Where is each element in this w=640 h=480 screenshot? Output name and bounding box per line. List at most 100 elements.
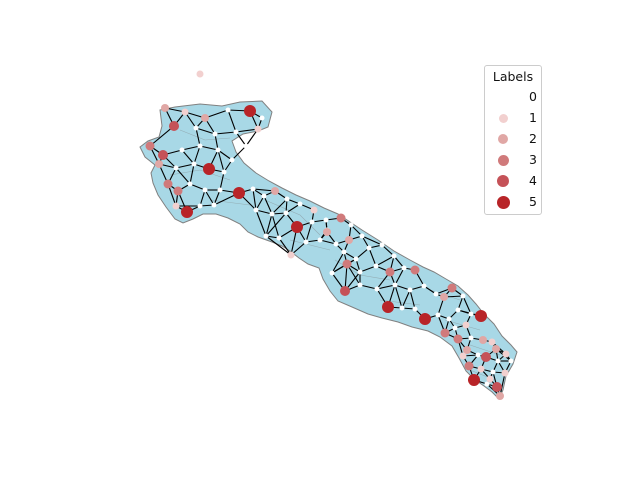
graph-node-label-5 [203,163,215,175]
legend: Labels 0 1 2 3 4 5 [484,65,542,215]
graph-node-label-0 [317,237,323,243]
graph-node-label-1 [459,352,467,360]
graph-edge [265,235,292,256]
graph-node-label-0 [179,147,185,153]
graph-node-label-2 [155,160,163,168]
graph-node-label-0 [475,352,481,358]
graph-nodes [145,70,514,400]
legend-marker-5 [496,195,510,209]
graph-node-label-0 [221,169,227,175]
graph-node-label-0 [379,242,385,248]
graph-node-label-0 [225,107,231,113]
graph-node-label-0 [191,161,197,167]
graph-node-label-0 [392,282,398,288]
graph-node-label-0 [243,143,249,149]
graph-edge [199,189,206,207]
graph-node-label-3 [410,265,420,275]
graph-node-label-0 [323,217,329,223]
graph-node-label-1 [477,365,485,373]
legend-entry-4: 4 [485,172,541,190]
graph-edge [213,189,221,206]
graph-node-label-0 [412,306,418,312]
legend-label-0: 0 [529,89,537,104]
graph-edge [394,267,405,286]
graph-node-label-5 [233,187,245,199]
legend-label-1: 1 [529,110,537,125]
graph-edge [217,149,233,161]
graph-edge [381,244,395,257]
graph-node-label-0 [333,241,339,247]
graph-node-label-0 [401,265,407,271]
graph-node-label-1 [287,251,295,259]
graph-node-label-0 [373,263,379,269]
graph-edge [204,109,229,119]
graph-edge [263,195,273,215]
graph-node-label-0 [284,196,290,202]
graph-edge [255,195,265,211]
graph-node-label-0 [490,369,496,375]
graph-node-label-0 [468,311,474,317]
graph-node-label-0 [269,211,275,217]
graph-node-label-4 [158,150,168,160]
graph-edge [195,127,216,135]
graph-node-label-5 [382,301,394,313]
graph-edge [359,265,377,273]
graph-edge [231,145,247,161]
graph-edge [214,133,219,151]
graph-node-label-0 [446,316,452,322]
graph-node-label-3 [385,267,395,277]
legend-label-2: 2 [529,131,537,146]
graph-node-label-4 [340,286,350,296]
graph-edge [361,235,383,246]
graph-edge [359,284,378,290]
graph-node-label-1 [462,321,470,329]
graph-node-label-0 [193,125,199,131]
graph-node-label-0 [484,381,490,387]
graph-node-label-3 [145,141,155,151]
graph-edge [393,255,405,269]
graph-edge [214,131,237,135]
graph-edge [195,127,201,147]
graph-node-label-0 [353,256,359,262]
graph-edge [285,203,301,214]
graph-edge [394,284,411,291]
graph-node-label-2 [496,392,504,400]
graph-node-label-0 [455,307,461,313]
graph-node-label-0 [303,239,309,245]
graph-edge [305,221,313,243]
graph-node-label-0 [212,131,218,137]
graph-node-label-1 [502,350,510,358]
graph-node-label-1 [254,125,262,133]
graph-edge [149,125,175,147]
graph-node-label-0 [391,253,397,259]
graph-node-label-1 [310,206,318,214]
legend-entry-1: 1 [485,109,541,127]
graph-node-label-4 [492,382,502,392]
graph-node-label-3 [447,283,457,293]
graph-node-label-0 [197,143,203,149]
graph-node-label-2 [345,236,353,244]
graph-node-label-0 [263,233,269,239]
graph-node-label-2 [323,228,331,236]
graph-node-label-5 [419,313,431,325]
legend-label-5: 5 [529,194,537,209]
graph-node-label-0 [197,203,203,209]
graph-node-label-0 [374,286,380,292]
graph-node-label-0 [399,305,405,311]
legend-title: Labels [492,69,534,84]
graph-node-label-5 [181,206,193,218]
graph-node-label-3 [163,179,173,189]
graph-node-label-1 [172,202,180,210]
graph-edge [175,167,191,185]
graph-node-label-0 [460,293,466,299]
graph-node-label-2 [201,114,209,122]
graph-edge [189,163,195,185]
graph-node-label-0 [359,233,365,239]
graph-edge [265,212,287,237]
graph-edge [199,145,219,151]
legend-marker-0 [500,94,506,100]
graph-node-label-5 [468,374,480,386]
graph-edge [181,149,195,165]
graph-node-label-0 [283,210,289,216]
